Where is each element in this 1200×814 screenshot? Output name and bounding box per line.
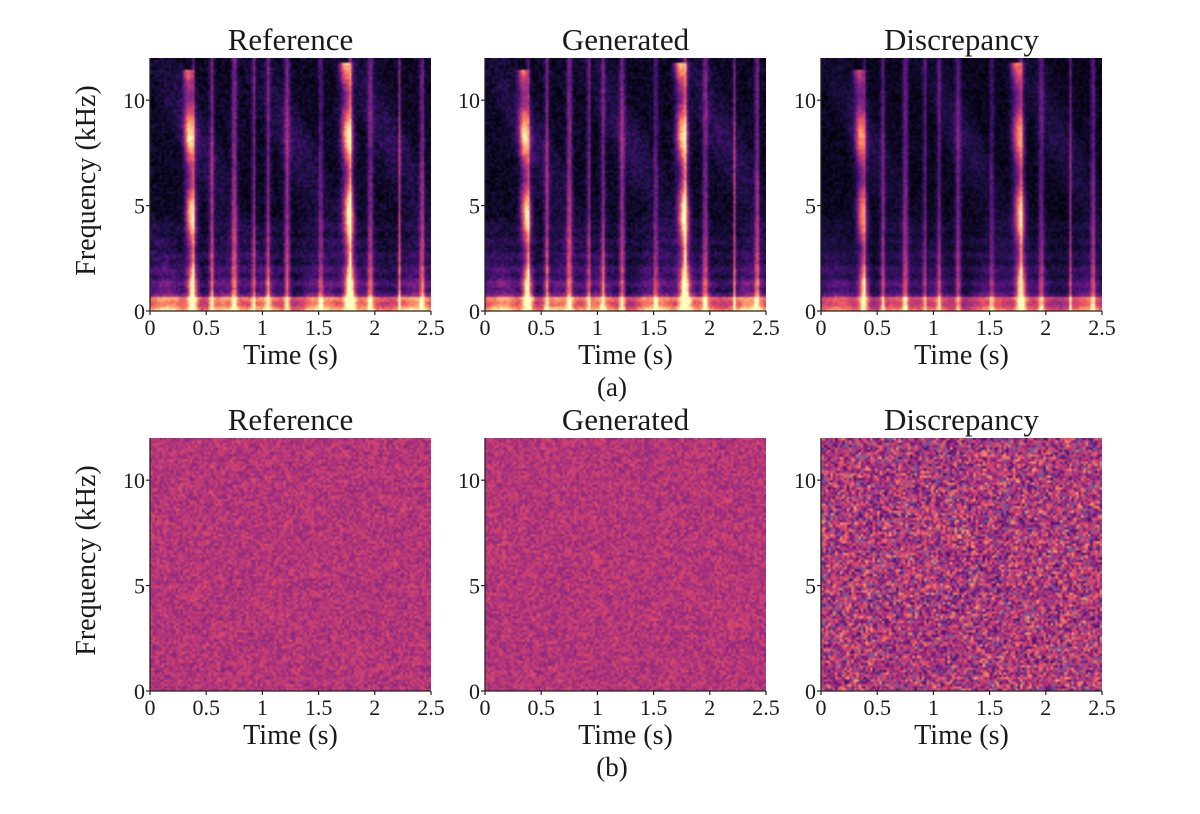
- x-tick-label: 0: [480, 315, 491, 340]
- panel-a-discrepancy: Discrepancy 0 0.5 1 1.5 2 2.5 0 5 10 Time (s): [794, 22, 1116, 371]
- x-tick-label: 0: [816, 695, 827, 720]
- x-tick-label: 1: [257, 315, 268, 340]
- y-tick-label: 5: [469, 574, 480, 599]
- y-tick-label: 10: [458, 468, 480, 493]
- heatmap-image: [821, 58, 1102, 311]
- y-axis-label: Frequency (kHz): [71, 465, 102, 655]
- x-tick-label: 1.5: [305, 695, 333, 720]
- x-axis-label: Time (s): [578, 720, 673, 751]
- x-tick-label: 2.5: [752, 315, 780, 340]
- x-tick-label: 1: [592, 315, 603, 340]
- y-tick-label: 10: [123, 468, 145, 493]
- x-tick-label: 2: [369, 315, 380, 340]
- x-tick-label: 2: [704, 695, 715, 720]
- y-tick-label: 0: [134, 299, 145, 324]
- panel-title: Reference: [228, 22, 354, 57]
- heatmap-image: [150, 58, 431, 311]
- panel-b-reference: Reference 0 0.5 1 1.5 2 2.5 0 5 10 Time (s) Frequen…: [71, 402, 445, 751]
- x-tick-label: 0.5: [527, 315, 555, 340]
- x-tick-label: 0: [145, 315, 156, 340]
- y-tick-label: 10: [794, 88, 816, 113]
- heatmap-image: [485, 438, 766, 691]
- x-tick-label: 0.5: [192, 315, 220, 340]
- x-tick-label: 1.5: [976, 695, 1004, 720]
- panel-title: Generated: [562, 402, 690, 437]
- y-tick-label: 0: [805, 679, 816, 704]
- x-tick-label: 0: [480, 695, 491, 720]
- x-axis-label: Time (s): [243, 340, 338, 371]
- x-tick-label: 0: [145, 695, 156, 720]
- y-tick-label: 0: [469, 299, 480, 324]
- caption-b: (b): [596, 752, 627, 782]
- x-tick-label: 1: [592, 695, 603, 720]
- x-tick-label: 0.5: [527, 695, 555, 720]
- x-tick-label: 2: [369, 695, 380, 720]
- y-tick-label: 0: [469, 679, 480, 704]
- x-tick-label: 2: [1040, 315, 1051, 340]
- x-axis-label: Time (s): [578, 340, 673, 371]
- x-tick-label: 1: [928, 695, 939, 720]
- x-tick-label: 2: [1040, 695, 1051, 720]
- x-tick-label: 1.5: [640, 315, 668, 340]
- panel-b-generated: Generated 0 0.5 1 1.5 2 2.5 0 5 10 Time (s): [458, 402, 780, 751]
- panel-title: Reference: [228, 402, 354, 437]
- x-tick-label: 0.5: [863, 695, 891, 720]
- x-tick-label: 1: [257, 695, 268, 720]
- panel-title: Generated: [562, 22, 690, 57]
- x-tick-label: 0: [816, 315, 827, 340]
- x-axis-label: Time (s): [243, 720, 338, 751]
- x-tick-label: 1.5: [640, 695, 668, 720]
- heatmap-image: [150, 438, 431, 691]
- y-tick-label: 10: [123, 88, 145, 113]
- x-tick-label: 2.5: [1088, 315, 1116, 340]
- y-tick-label: 5: [805, 194, 816, 219]
- y-tick-label: 0: [805, 299, 816, 324]
- panel-a-reference: Reference 0 0.5 1 1.5 2 2.5 0 5 10 Time (s) Frequen…: [71, 22, 445, 371]
- y-tick-label: 5: [134, 574, 145, 599]
- panel-a-generated: Generated 0 0.5 1 1.5 2 2.5 0 5 10 Time (s): [458, 22, 780, 371]
- x-tick-label: 2.5: [752, 695, 780, 720]
- y-tick-label: 5: [805, 574, 816, 599]
- panel-title: Discrepancy: [884, 22, 1039, 57]
- y-tick-label: 5: [134, 194, 145, 219]
- y-axis-label: Frequency (kHz): [71, 85, 102, 275]
- heatmap-image: [821, 438, 1102, 691]
- x-tick-label: 2.5: [417, 315, 445, 340]
- y-tick-label: 5: [469, 194, 480, 219]
- panel-title: Discrepancy: [884, 402, 1039, 437]
- x-tick-label: 1.5: [976, 315, 1004, 340]
- x-tick-label: 2: [704, 315, 715, 340]
- x-tick-label: 0.5: [863, 315, 891, 340]
- heatmap-image: [485, 58, 766, 311]
- y-tick-label: 10: [458, 88, 480, 113]
- x-tick-label: 2.5: [417, 695, 445, 720]
- panel-b-discrepancy: Discrepancy 0 0.5 1 1.5 2 2.5 0 5 10 Time (s): [794, 402, 1116, 751]
- y-tick-label: 0: [134, 679, 145, 704]
- x-tick-label: 2.5: [1088, 695, 1116, 720]
- x-axis-label: Time (s): [914, 720, 1009, 751]
- x-axis-label: Time (s): [914, 340, 1009, 371]
- x-tick-label: 0.5: [192, 695, 220, 720]
- x-tick-label: 1: [928, 315, 939, 340]
- x-tick-label: 1.5: [305, 315, 333, 340]
- caption-a: (a): [597, 372, 627, 402]
- y-tick-label: 10: [794, 468, 816, 493]
